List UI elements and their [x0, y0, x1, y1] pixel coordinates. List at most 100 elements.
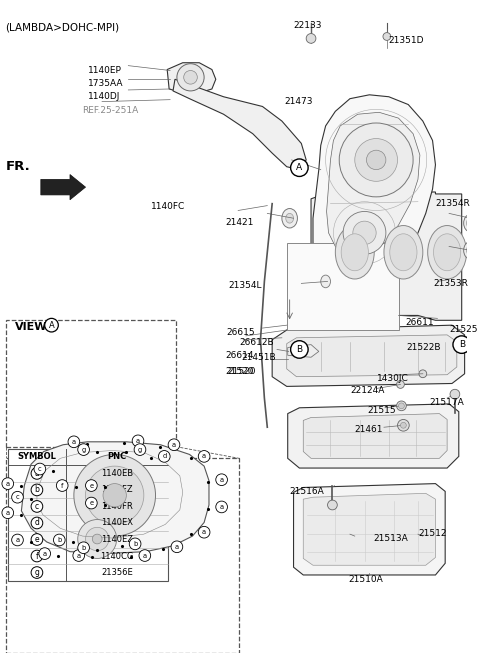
Text: a: a	[143, 553, 147, 559]
Circle shape	[73, 549, 84, 561]
Bar	[6, 458, 239, 653]
Text: d: d	[35, 518, 39, 528]
Text: 21461: 21461	[355, 425, 384, 434]
Circle shape	[53, 534, 65, 545]
Circle shape	[306, 34, 316, 43]
Text: 21520: 21520	[228, 367, 256, 376]
Circle shape	[85, 497, 97, 509]
Circle shape	[31, 550, 43, 562]
Text: REF.25-251A: REF.25-251A	[83, 107, 139, 115]
Text: 1140CG: 1140CG	[100, 551, 134, 561]
Circle shape	[31, 500, 43, 512]
Ellipse shape	[428, 226, 467, 279]
Ellipse shape	[467, 218, 474, 228]
Circle shape	[68, 436, 80, 448]
Text: a: a	[43, 551, 47, 557]
Text: 21522B: 21522B	[406, 343, 441, 352]
Polygon shape	[313, 95, 435, 296]
Text: PNC: PNC	[108, 452, 127, 461]
Circle shape	[92, 534, 102, 544]
Circle shape	[419, 370, 427, 377]
Text: a: a	[219, 477, 224, 483]
Circle shape	[78, 444, 89, 455]
Circle shape	[78, 520, 117, 559]
Text: 21520 -: 21520 -	[228, 374, 262, 383]
Circle shape	[129, 538, 141, 549]
Text: 1140FZ: 1140FZ	[101, 485, 133, 495]
Polygon shape	[287, 335, 457, 377]
Text: b: b	[57, 537, 61, 543]
Polygon shape	[173, 79, 306, 169]
Circle shape	[355, 138, 397, 181]
Text: 21354L: 21354L	[228, 281, 262, 291]
Circle shape	[31, 534, 43, 545]
Bar	[287, 242, 398, 330]
Polygon shape	[288, 404, 459, 468]
Circle shape	[453, 336, 470, 354]
Text: 21351D: 21351D	[389, 36, 424, 44]
Circle shape	[171, 541, 183, 553]
Text: B: B	[458, 340, 465, 349]
Circle shape	[139, 549, 151, 561]
Circle shape	[216, 474, 228, 485]
Text: SYMBOL: SYMBOL	[17, 452, 56, 461]
Text: 1140EP: 1140EP	[87, 66, 121, 75]
Ellipse shape	[433, 234, 461, 271]
Bar	[6, 320, 176, 447]
Circle shape	[327, 500, 337, 510]
Polygon shape	[167, 63, 216, 93]
Text: f: f	[36, 551, 38, 561]
Text: 21517A: 21517A	[430, 398, 464, 407]
Text: 21356E: 21356E	[101, 568, 133, 577]
Circle shape	[353, 221, 376, 244]
Text: a: a	[77, 553, 81, 559]
Circle shape	[2, 478, 13, 489]
Text: c: c	[35, 502, 39, 511]
Text: g: g	[138, 447, 142, 453]
Text: b: b	[82, 545, 86, 551]
Circle shape	[450, 389, 460, 399]
Text: b: b	[133, 541, 137, 547]
Text: a: a	[6, 510, 10, 516]
Text: a: a	[72, 439, 76, 445]
Text: 21515: 21515	[367, 406, 396, 415]
Polygon shape	[288, 345, 319, 357]
Circle shape	[397, 420, 409, 431]
Text: g: g	[35, 568, 39, 577]
Circle shape	[216, 501, 228, 513]
Text: e: e	[89, 483, 94, 489]
Text: 1735AA: 1735AA	[87, 79, 123, 88]
Bar	[8, 449, 168, 581]
Text: (LAMBDA>DOHC-MPI): (LAMBDA>DOHC-MPI)	[5, 23, 119, 33]
Circle shape	[396, 381, 404, 389]
Polygon shape	[311, 192, 462, 320]
Polygon shape	[303, 414, 447, 458]
Text: 21525: 21525	[449, 325, 478, 334]
Text: a: a	[6, 481, 10, 487]
Text: 1140EZ: 1140EZ	[101, 535, 133, 544]
Circle shape	[39, 547, 50, 559]
Circle shape	[366, 150, 386, 169]
Polygon shape	[326, 113, 420, 257]
Circle shape	[339, 123, 413, 197]
Text: 21421: 21421	[226, 218, 254, 227]
Text: a: a	[175, 544, 179, 549]
Text: b: b	[35, 485, 39, 495]
Text: 22124A: 22124A	[350, 387, 384, 395]
Text: 21473: 21473	[285, 97, 313, 106]
Ellipse shape	[384, 226, 423, 279]
Circle shape	[398, 403, 404, 408]
Text: a: a	[136, 438, 140, 444]
Text: 22133: 22133	[294, 21, 322, 30]
Circle shape	[56, 480, 68, 491]
Text: 1140DJ: 1140DJ	[87, 92, 120, 101]
Circle shape	[396, 401, 406, 410]
Circle shape	[400, 422, 406, 428]
Circle shape	[177, 64, 204, 91]
Text: 26612B: 26612B	[239, 338, 274, 347]
Text: f: f	[61, 483, 63, 489]
Text: 1140FC: 1140FC	[151, 202, 185, 211]
Circle shape	[85, 480, 97, 491]
Circle shape	[343, 211, 386, 254]
Text: 21512: 21512	[418, 530, 446, 538]
